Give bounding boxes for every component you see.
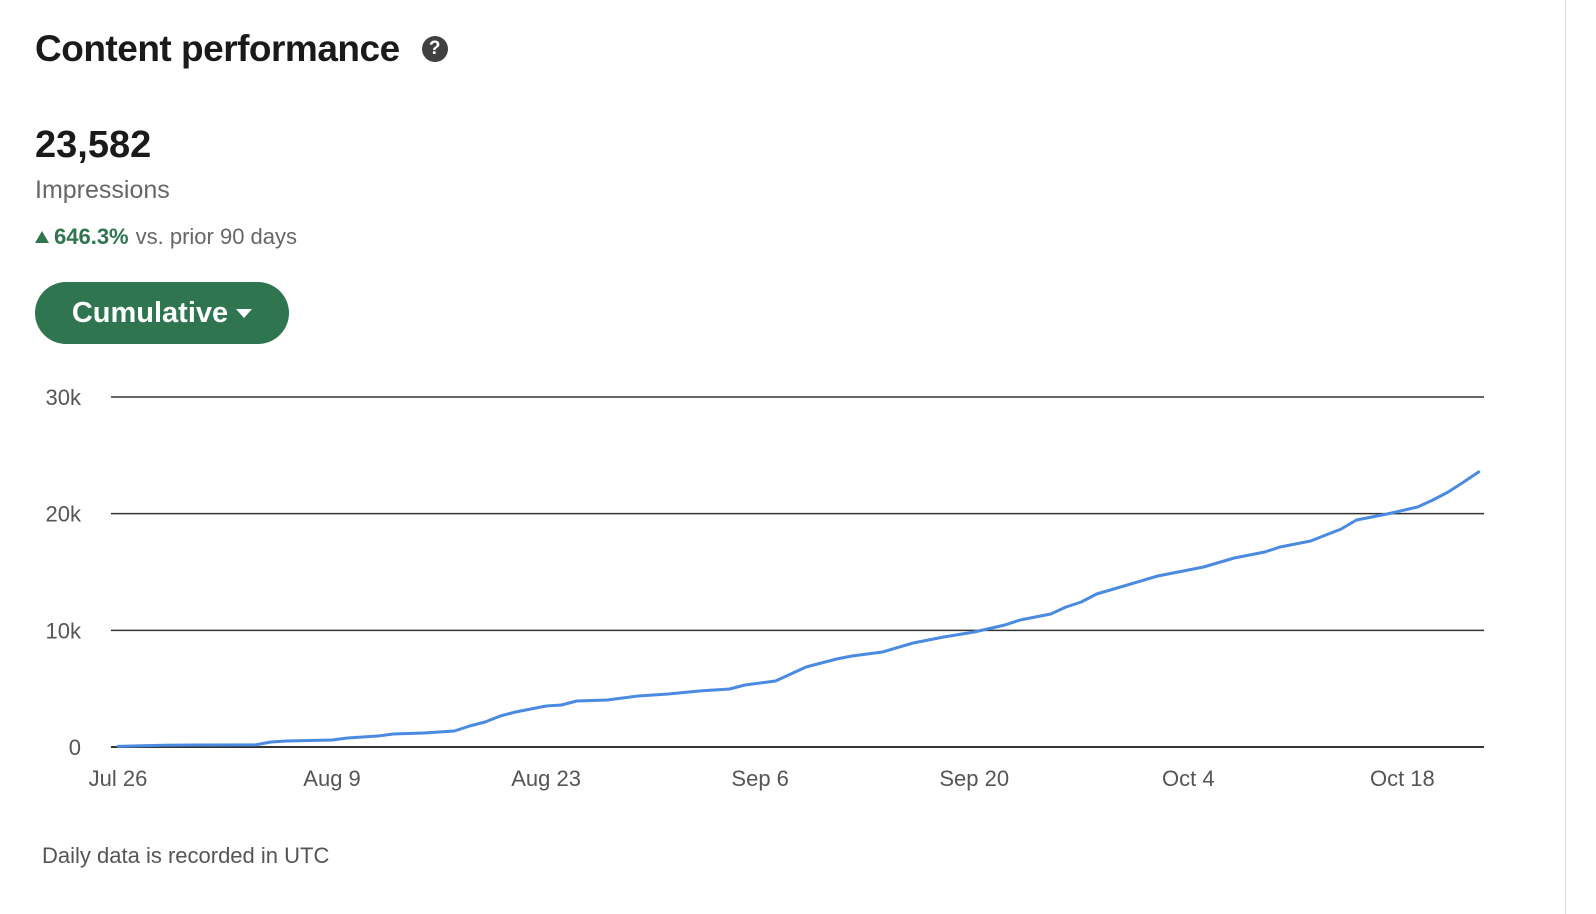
change-percent: 646.3%: [54, 224, 129, 249]
y-tick-label: 30k: [46, 385, 82, 410]
impressions-line: [116, 470, 1481, 748]
dropdown-label: Cumulative: [71, 296, 229, 329]
change-suffix: vs. prior 90 days: [135, 224, 298, 249]
x-tick-label: Sep 20: [939, 766, 1009, 791]
triangle-up-icon: [35, 231, 49, 243]
x-tick-label: Sep 6: [731, 766, 789, 791]
x-tick-label: Jul 26: [89, 766, 148, 791]
x-tick-label: Aug 23: [511, 766, 581, 791]
y-tick-label: 20k: [46, 502, 82, 527]
card-border: [1565, 0, 1566, 914]
caret-down-icon: [236, 308, 253, 318]
cumulative-dropdown-button[interactable]: Cumulative: [35, 282, 289, 344]
x-tick-label: Aug 9: [303, 766, 361, 791]
footer-note: Daily data is recorded in UTC: [42, 843, 330, 868]
x-tick-label: Oct 18: [1370, 766, 1435, 791]
y-tick-label: 10k: [46, 618, 82, 643]
question-circle-icon[interactable]: ?: [421, 36, 448, 62]
metric-label: Impressions: [35, 176, 170, 204]
y-tick-label: 0: [69, 735, 81, 760]
x-tick-label: Oct 4: [1162, 766, 1215, 791]
page-title: Content performance: [35, 28, 400, 69]
header: Content performance ?: [35, 28, 448, 70]
change-indicator: 646.3% vs. prior 90 days: [35, 224, 297, 250]
impressions-value: 23,582: [35, 124, 152, 166]
